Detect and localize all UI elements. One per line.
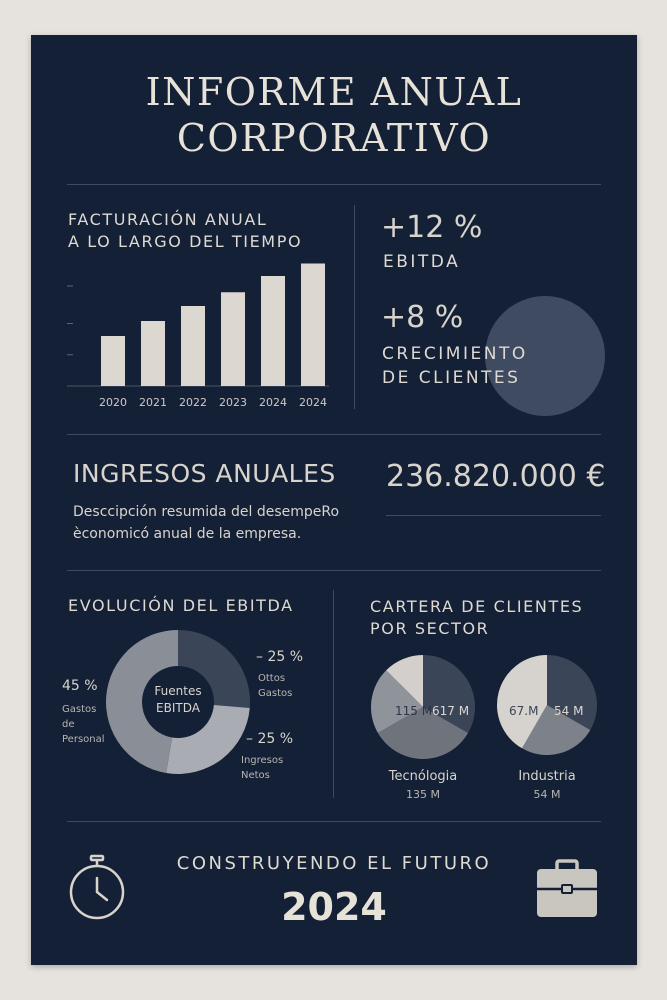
donut-slice-0 (178, 630, 251, 708)
ebitda-growth-value: +12 % (381, 210, 483, 245)
label-netos-name: Ingresos Netos (241, 753, 283, 783)
revenue-chart-heading-line2: A LO LARGO DEL TIEMPO (68, 232, 303, 251)
pie-industria: 67.M 54 M (497, 655, 597, 755)
pie-tecnologia-label-a: 115 M (395, 704, 432, 718)
stopwatch-icon (69, 854, 125, 920)
revenue-chart-heading: FACTURACIÓN ANUAL A LO LARGO DEL TIEMPO (68, 209, 302, 253)
pie-industria-label-b: 54 M (554, 704, 583, 718)
clients-growth-label: CRECIMIENTO DE CLIENTES (382, 342, 528, 390)
pie-industria-slice-dark (547, 655, 597, 730)
pie-industria-caption: Industria (518, 769, 576, 784)
donut-center-label: Fuentes EBITDA (144, 683, 212, 717)
report-title-line1: INFORME ANUAL (145, 70, 523, 114)
income-description-line1: Desccipción resumida del desempeRo (73, 504, 340, 520)
donut-center-label-line2: EBITDA (156, 701, 200, 715)
clients-growth-value: +8 % (381, 300, 464, 335)
report-poster: INFORME ANUAL CORPORATIVO FACTURACIÓN AN… (31, 35, 637, 965)
bar-label-0: 2020 (99, 396, 127, 409)
pie-industria-slice-mid (522, 705, 591, 755)
divider-3 (67, 570, 601, 571)
income-description: Desccipción resumida del desempeRo ècono… (73, 501, 339, 545)
ebitda-growth-label: EBITDA (383, 252, 461, 272)
donut-slice-2 (105, 630, 178, 774)
clients-growth-label-line2: DE CLIENTES (382, 368, 521, 388)
pie-industria-slice-light (497, 655, 547, 749)
pie-tecnologia: 115 M 617 M (371, 655, 475, 759)
footer-tagline: CONSTRUYENDO EL FUTURO (176, 853, 492, 874)
bar-label-3: 2023 (219, 396, 247, 409)
pie-tecnologia-slice-mid (377, 707, 469, 759)
ebitda-donut-heading: EVOLUCIÓN DEL EBITDA (68, 596, 294, 615)
clients-sector-heading: CARTERA DE CLIENTES POR SECTOR (370, 596, 583, 640)
accent-circle (485, 296, 605, 416)
income-amount: 236.820.000 € (386, 459, 606, 494)
label-personal-line3: Personal (62, 734, 105, 745)
income-description-line2: èconomicó anual de la empresa. (73, 526, 302, 542)
label-otros-line1: Ottos (258, 673, 286, 684)
revenue-bar-chart: 2020 2021 2022 2023 2024 2024 (67, 263, 329, 409)
label-netos-pct: – 25 % (246, 731, 294, 747)
pie-tecnologia-label-b: 617 M (432, 704, 469, 718)
bar-label-1: 2021 (139, 396, 167, 409)
report-title-line2: CORPORATIVO (176, 116, 492, 160)
bar-4 (261, 276, 285, 386)
divider-top (67, 184, 601, 185)
label-personal-line2: de (62, 719, 75, 730)
bar-5 (301, 263, 325, 386)
bar-label-4: 2024 (259, 396, 287, 409)
label-otros-name: Ottos Gastos (258, 671, 292, 701)
donut-slice-1 (166, 704, 250, 774)
pie-tecnologia-caption-value: 135 M (406, 788, 440, 801)
donut-center-label-line1: Fuentes (154, 684, 202, 698)
revenue-chart-heading-line1: FACTURACIÓN ANUAL (68, 210, 268, 229)
label-netos-line1: Ingresos (241, 755, 284, 766)
footer-year: 2024 (281, 885, 387, 929)
divider-2 (67, 434, 601, 435)
bar-2 (181, 306, 205, 386)
pie-industria-label-a: 67.M (509, 704, 538, 718)
bar-3 (221, 292, 245, 386)
label-personal-name: Gastos de Personal (62, 702, 105, 747)
label-personal-pct: 45 % (62, 678, 98, 694)
label-personal-line1: Gastos (62, 704, 97, 715)
bar-1 (141, 321, 165, 386)
pie-industria-caption-value: 54 M (533, 788, 561, 801)
bar-0 (101, 336, 125, 386)
pie-tecnologia-slice-dark (423, 655, 475, 733)
label-netos-line2: Netos (241, 770, 270, 781)
income-heading: INGRESOS ANUALES (73, 459, 336, 488)
label-otros-pct: – 25 % (256, 649, 304, 665)
clients-sector-heading-line1: CARTERA DE CLIENTES (370, 597, 584, 616)
clients-growth-label-line1: CRECIMIENTO (382, 344, 528, 364)
pie-tecnologia-caption: Tecnólogia (388, 769, 458, 784)
divider-4 (67, 821, 601, 822)
pie-tecnologia-slice-light (386, 655, 423, 707)
bar-label-5: 2024 (299, 396, 327, 409)
income-amount-underline (386, 515, 601, 516)
ebitda-donut-chart (105, 630, 251, 774)
label-otros-line2: Gastos (258, 688, 293, 699)
briefcase-icon (537, 859, 597, 917)
divider-vertical-1 (354, 205, 355, 409)
bar-label-2: 2022 (179, 396, 207, 409)
pie-tecnologia-slice-gray (371, 670, 423, 733)
divider-vertical-2 (333, 590, 334, 798)
clients-sector-heading-line2: POR SECTOR (370, 619, 490, 638)
